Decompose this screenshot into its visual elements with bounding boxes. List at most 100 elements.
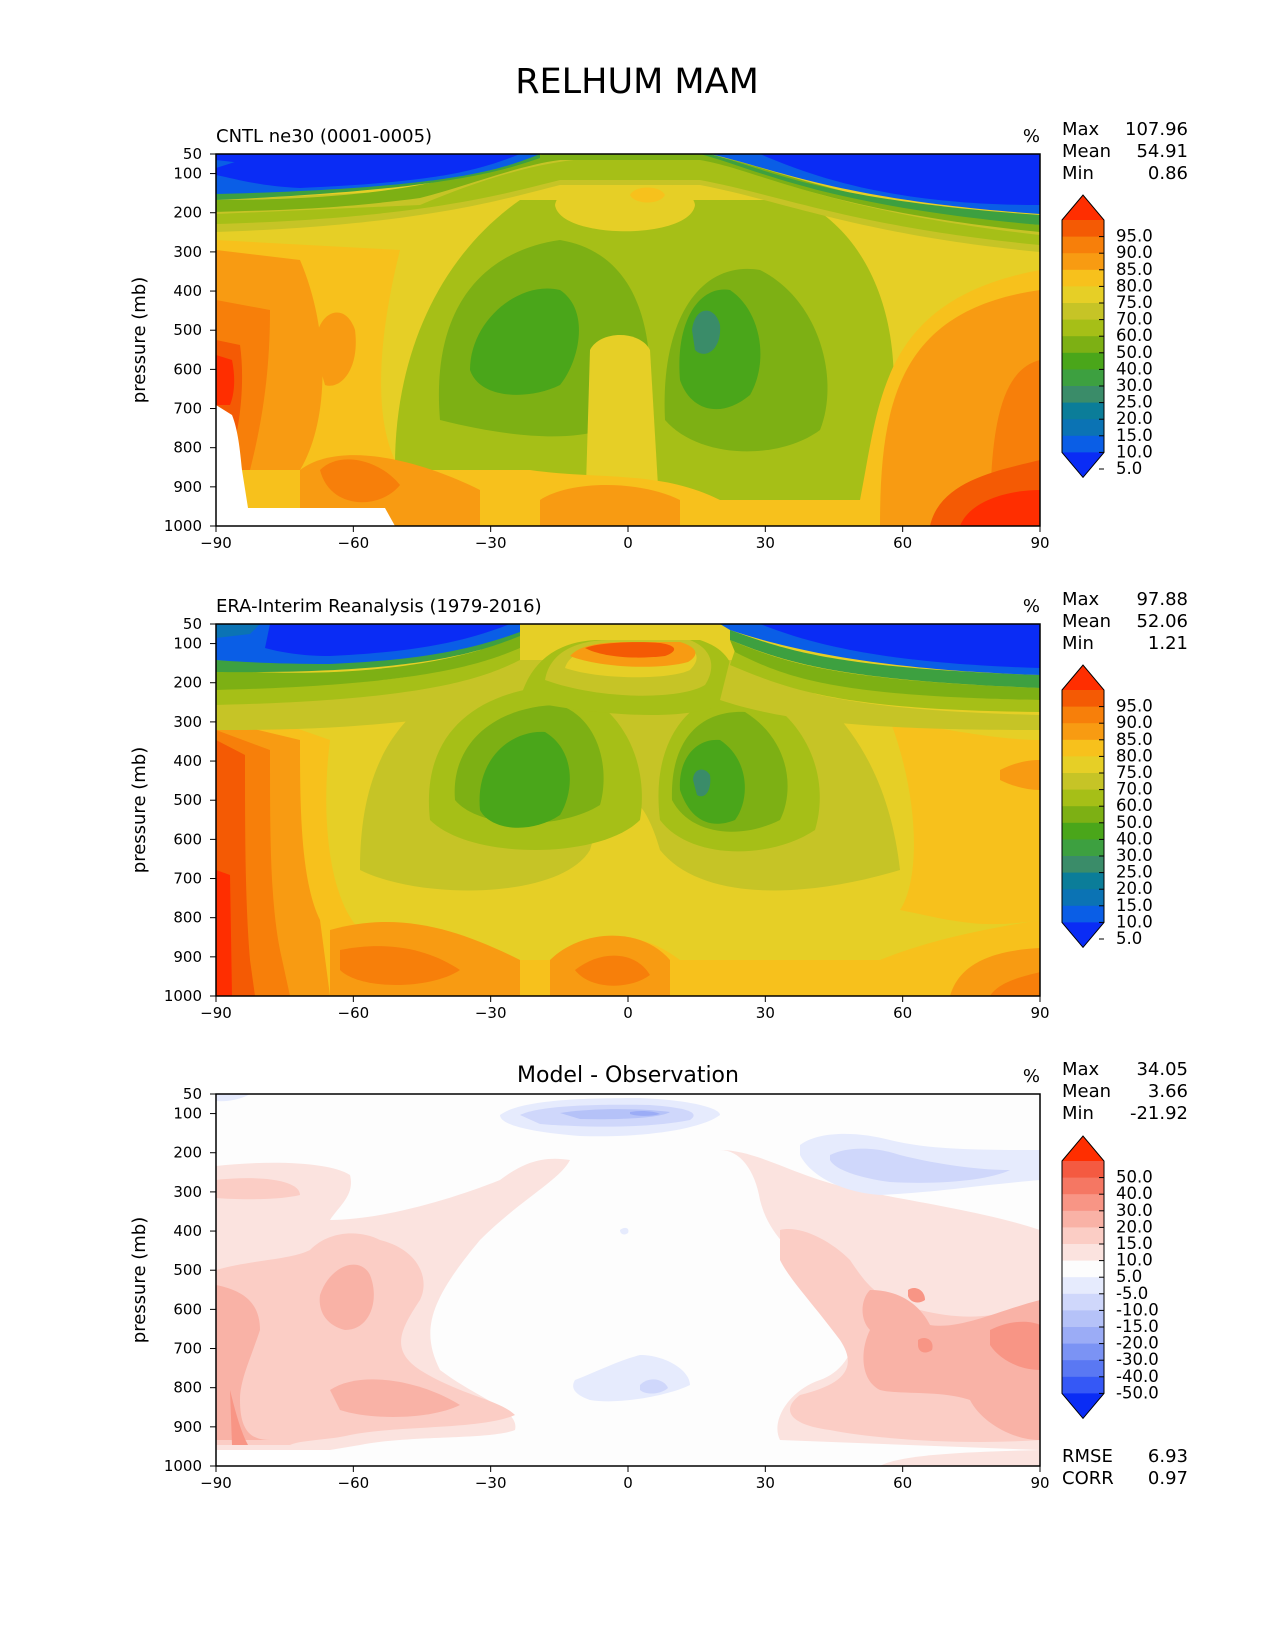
- colorbar-label: -15.0: [1116, 1317, 1159, 1336]
- colorbar-label: 50.0: [1116, 343, 1153, 362]
- field-region: [230, 1390, 248, 1445]
- field-region: [216, 870, 232, 996]
- y-tick-label: 50: [183, 145, 202, 163]
- colorbar-swatch: [1062, 739, 1104, 757]
- y-tick-label: 700: [173, 1340, 202, 1358]
- field-region: [620, 1227, 629, 1235]
- field-region: [216, 634, 520, 690]
- colorbar-label: 60.0: [1116, 326, 1153, 345]
- colorbar-label: -20.0: [1116, 1334, 1159, 1353]
- colorbar-label: 25.0: [1116, 863, 1153, 882]
- colorbar-label: 5.0: [1116, 459, 1142, 478]
- colorbar-swatch: [1062, 236, 1104, 254]
- field-region: [340, 946, 460, 985]
- y-tick-label: 500: [173, 321, 202, 339]
- field-region: [216, 158, 1040, 245]
- colorbar-swatch: [1062, 1360, 1104, 1378]
- colorbar-extend-bottom: [1062, 452, 1104, 478]
- colorbar-extend-top: [1062, 195, 1104, 220]
- field-region: [692, 310, 721, 354]
- panel-title-left: ERA-Interim Reanalysis (1979-2016): [216, 596, 542, 617]
- field-region: [630, 1110, 660, 1116]
- stat-value: 1.21: [1148, 633, 1188, 654]
- x-tick-label: 90: [1030, 534, 1049, 552]
- field-region: [216, 646, 520, 705]
- field-region: [216, 1233, 515, 1445]
- y-tick-label: 900: [173, 478, 202, 496]
- colorbar-extend-bottom: [1062, 1393, 1104, 1419]
- x-tick-label: 30: [756, 1004, 775, 1022]
- colorbar-swatch: [1062, 402, 1104, 420]
- y-axis-label: pressure (mb): [129, 747, 150, 873]
- field-region: [730, 640, 1040, 700]
- stat-label: Min: [1062, 163, 1094, 184]
- colorbar-extend-top: [1062, 1136, 1104, 1161]
- colorbar-swatch: [1062, 253, 1104, 271]
- stats-block: Max 34.05 Mean 3.66 Min -21.92: [1062, 1059, 1188, 1124]
- colorbar-label: 70.0: [1116, 780, 1153, 799]
- field-region: [679, 739, 745, 824]
- colorbar-label: 50.0: [1116, 813, 1153, 832]
- field-region: [315, 312, 356, 386]
- y-tick-label: 200: [173, 1144, 202, 1162]
- colorbar-label: 80.0: [1116, 746, 1153, 765]
- x-tick-label: 60: [893, 1004, 912, 1022]
- y-tick-label: 1000: [164, 987, 202, 1005]
- field-region: [1000, 760, 1040, 790]
- colorbar-label: 5.0: [1116, 1267, 1142, 1286]
- colorbar-label: 85.0: [1116, 260, 1153, 279]
- field-region: [216, 624, 260, 638]
- stat-label: Min: [1062, 1103, 1094, 1124]
- stat-value: 0.86: [1148, 163, 1188, 184]
- stat-label: RMSE: [1062, 1446, 1113, 1467]
- units-label: %: [1023, 596, 1040, 617]
- colorbar-label: 80.0: [1116, 276, 1153, 295]
- colorbar-swatch: [1062, 386, 1104, 403]
- colorbar-swatch: [1062, 1310, 1104, 1328]
- stat-label: Max: [1062, 119, 1100, 140]
- colorbar-label: 10.0: [1116, 442, 1153, 461]
- colorbar-swatch: [1062, 286, 1104, 304]
- colorbar-swatch: [1062, 1161, 1104, 1178]
- colorbar-label: 10.0: [1116, 1251, 1153, 1270]
- field-region: [730, 650, 1040, 712]
- field-region: [630, 187, 665, 203]
- colorbar-swatch: [1062, 1194, 1104, 1212]
- stat-value: 107.96: [1125, 119, 1188, 140]
- colorbar-swatch: [1062, 756, 1104, 774]
- axes-model: −90 −60 −30 0 30 60 90 50 100 200 300 400 500 600 700 8…: [129, 145, 1050, 552]
- units-label: %: [1023, 126, 1040, 147]
- field-region: [830, 1148, 1010, 1183]
- x-tick-label: −60: [338, 1474, 370, 1492]
- colorbar-swatch: [1062, 1343, 1104, 1361]
- x-tick-label: 90: [1030, 1004, 1049, 1022]
- y-axis-label: pressure (mb): [129, 1217, 150, 1343]
- colorbar-swatch: [1062, 723, 1104, 741]
- field-region: [540, 485, 680, 526]
- colorbar-label: 90.0: [1116, 713, 1153, 732]
- colorbar-label: -50.0: [1116, 1383, 1159, 1402]
- units-label: %: [1023, 1066, 1040, 1087]
- field-region: [760, 154, 1040, 205]
- colorbar-label: 90.0: [1116, 243, 1153, 262]
- colorbar-swatch: [1062, 220, 1104, 237]
- field-region: [330, 1379, 460, 1417]
- x-tick-label: 0: [623, 1474, 633, 1492]
- colorbar-swatch: [1062, 889, 1104, 907]
- x-tick-label: −60: [338, 534, 370, 552]
- figure-title: RELHUM MAM: [515, 62, 759, 102]
- colorbar-label: 40.0: [1116, 1184, 1153, 1203]
- stat-label: CORR: [1062, 1468, 1114, 1489]
- y-tick-label: 800: [173, 1379, 202, 1397]
- colorbar-swatch: [1062, 352, 1104, 370]
- colorbar-swatch: [1062, 905, 1104, 923]
- axes-diff: −90 −60 −30 0 30 60 90 50 100 200 300 400 500 600 700 8…: [129, 1085, 1050, 1492]
- colorbar-label: 95.0: [1116, 697, 1153, 716]
- x-tick-label: 0: [623, 534, 633, 552]
- field-region: [470, 288, 579, 395]
- stat-value: 54.91: [1136, 141, 1188, 162]
- y-tick-label: 300: [173, 713, 202, 731]
- colorbar-swatch: [1062, 319, 1104, 337]
- field-region: [585, 335, 660, 520]
- colorbar-label: -40.0: [1116, 1367, 1159, 1386]
